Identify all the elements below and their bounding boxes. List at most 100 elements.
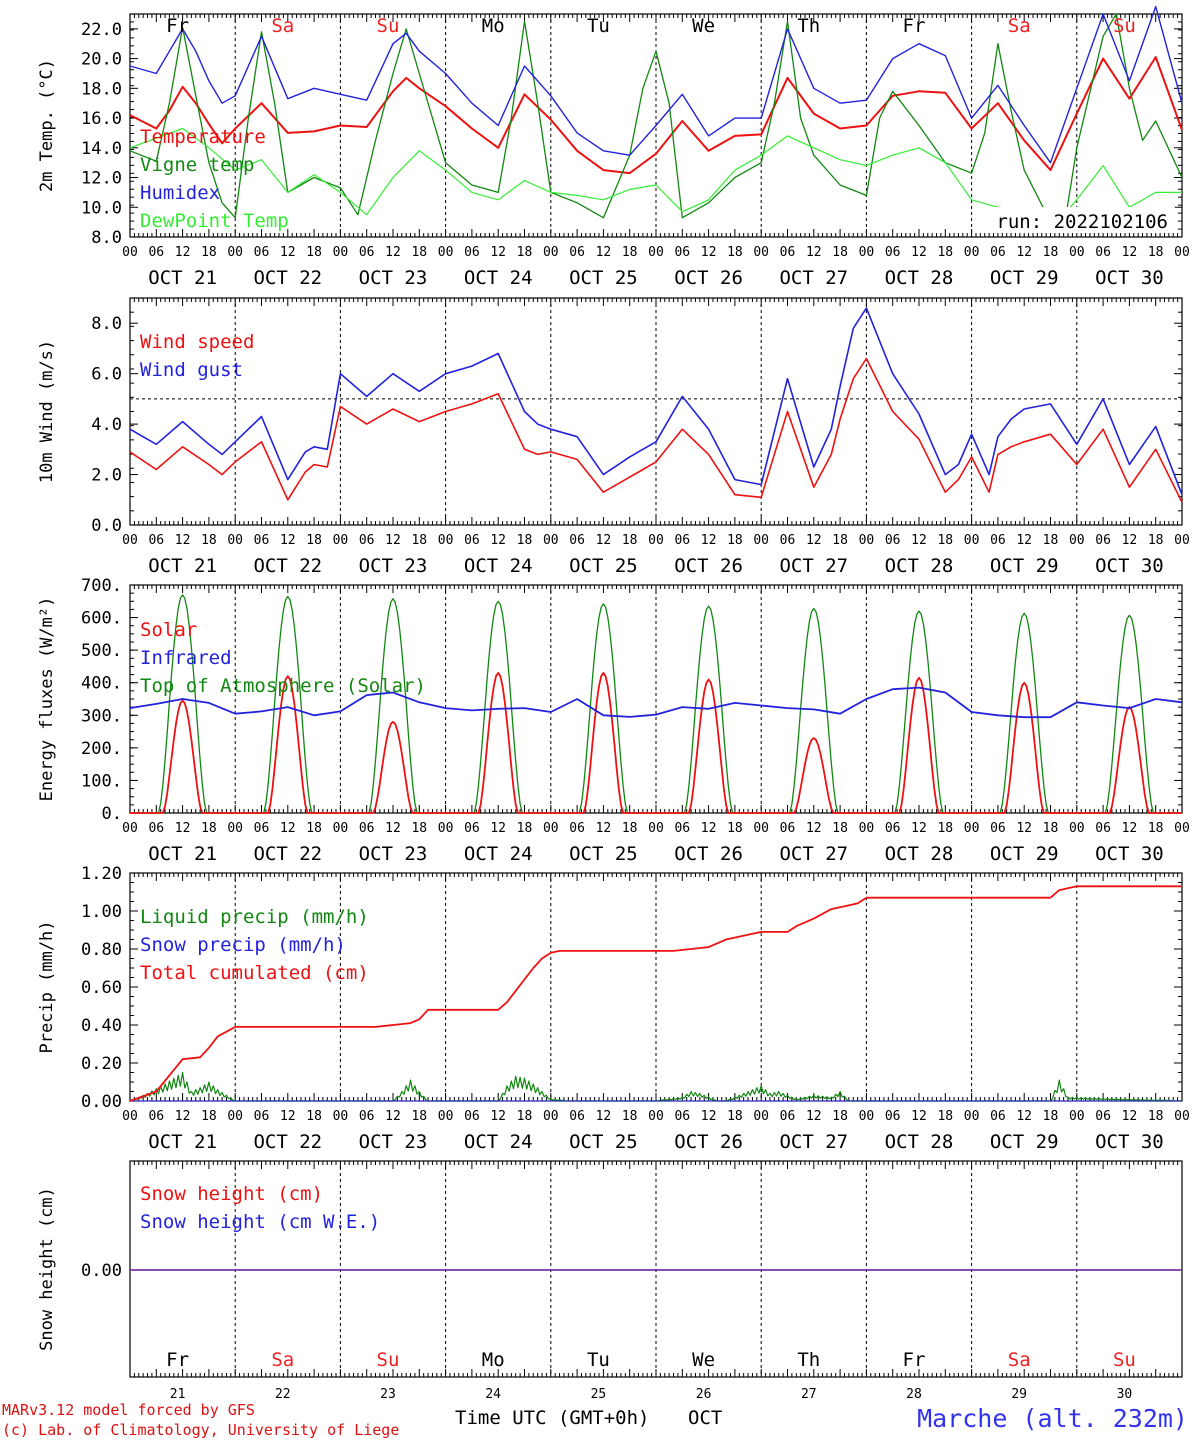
y-tick-label: 500. [81,641,122,661]
x-hour-label: 18 [1043,533,1059,548]
series-line-temperature [129,56,1183,175]
x-hour-label: 06 [1095,821,1111,836]
x-hour-label: 00 [122,245,138,260]
x-hour-label: 12 [175,245,191,260]
y-axis-label: Snow height (cm) [37,1187,57,1351]
x-hour-label: 18 [727,245,743,260]
infrared-line [129,686,1183,719]
x-hour-label: 06 [254,533,270,548]
run-label-background [985,207,1175,233]
x-hour-label: 18 [727,533,743,548]
y-tick-label: 0.00 [81,1092,122,1112]
x-hour-label: 12 [701,821,717,836]
x-hour-label: 06 [674,821,690,836]
x-hour-label: 12 [175,533,191,548]
x-hour-label: 18 [306,245,322,260]
series-line-wind-gust [129,307,1183,495]
x-date-label: OCT 24 [464,843,533,865]
x-hour-label: 06 [148,1109,164,1124]
x-hour-label: 00 [1069,245,1085,260]
x-hour-label: 12 [385,245,401,260]
x-hour-label: 18 [727,821,743,836]
station-label: Marche (alt. 232m) [917,1404,1188,1433]
x-hour-label: 18 [517,1109,533,1124]
x-date-label: OCT 30 [1095,843,1164,865]
x-hour-label: 12 [1016,245,1032,260]
x-hour-label: 00 [543,533,559,548]
x-hour-label: 12 [1122,1109,1138,1124]
x-hour-label: 06 [780,1109,796,1124]
x-hour-label: 00 [859,245,875,260]
x-hour-label: 00 [753,821,769,836]
x-date-label: OCT 27 [779,267,848,289]
x-hour-label: 18 [201,245,217,260]
x-hour-label: 12 [385,533,401,548]
x-hour-label: 00 [1174,1109,1190,1124]
legend-entry: Liquid precip (mm/h) [140,906,369,928]
x-hour-label: 18 [1043,245,1059,260]
x-hour-label: 12 [490,821,506,836]
x-hour-label: 06 [990,245,1006,260]
x-date-label: OCT 25 [569,1131,638,1153]
x-hour-label: 18 [937,245,953,260]
x-date-label: OCT 24 [464,1131,533,1153]
panel-4-frame [129,1160,1183,1378]
x-date-label: OCT 27 [779,555,848,577]
x-hour-label: 00 [1069,1109,1085,1124]
x-hour-label: 12 [911,533,927,548]
x-hour-label: 18 [411,1109,427,1124]
x-date-label: OCT 21 [148,555,217,577]
x-hour-label: 18 [201,533,217,548]
lab-credit: (c) Lab. of Climatology, University of L… [2,1421,399,1439]
legend-entry: Vigne temp [140,154,254,176]
x-hour-label: 00 [648,245,664,260]
weekday-label-bottom: Sa [271,1349,294,1371]
series-line-vigne-temp [129,13,1183,231]
legend-entry: Top of Atmosphere (Solar) [140,675,426,697]
x-hour-label: 18 [1043,1109,1059,1124]
day-number-label: 21 [170,1387,186,1402]
y-tick-label: 8.0 [91,314,122,334]
x-hour-label: 06 [674,533,690,548]
x-hour-label: 00 [859,1109,875,1124]
weekday-label-bottom: Mo [482,1349,505,1371]
weekday-label-bottom: Su [1113,1349,1136,1371]
day-number-label: 27 [801,1387,817,1402]
x-hour-label: 00 [964,821,980,836]
x-hour-label: 06 [990,821,1006,836]
x-hour-label: 18 [937,821,953,836]
x-hour-label: 18 [1043,821,1059,836]
y-tick-label: 20.0 [81,50,122,70]
x-hour-label: 12 [806,1109,822,1124]
y-tick-label: 600. [81,609,122,629]
x-date-label: OCT 24 [464,555,533,577]
x-date-label: OCT 22 [253,555,322,577]
x-hour-label: 12 [806,245,822,260]
panel-2-legend: Solar Infrared Top of Atmosphere (Solar) [140,619,426,697]
x-date-label: OCT 27 [779,843,848,865]
x-hour-label: 12 [1016,533,1032,548]
x-hour-label: 06 [885,245,901,260]
x-hour-label: 18 [937,1109,953,1124]
legend-entry: Temperature [140,126,266,148]
x-hour-label: 00 [438,1109,454,1124]
x-hour-label: 06 [464,533,480,548]
x-hour-label: 00 [648,821,664,836]
x-hour-label: 06 [569,1109,585,1124]
x-hour-label: 00 [438,245,454,260]
x-date-label: OCT 22 [253,1131,322,1153]
x-hour-label: 12 [280,245,296,260]
x-hour-label: 06 [254,245,270,260]
x-hour-label: 18 [306,1109,322,1124]
y-tick-label: 0.00 [81,1261,122,1281]
x-hour-label: 00 [333,245,349,260]
weekday-label-bottom: Fr [903,1349,926,1371]
x-hour-label: 18 [832,821,848,836]
y-tick-label: 10.0 [81,198,122,218]
x-hour-label: 12 [701,533,717,548]
weekday-label-bottom: Su [377,1349,400,1371]
panel-1-legend: Wind speed Wind gust [140,331,254,381]
weekday-label-bottom: Tu [587,1349,610,1371]
run-label: run: 2022102106 [996,211,1168,233]
weekday-label-top: Sa [1008,15,1031,37]
